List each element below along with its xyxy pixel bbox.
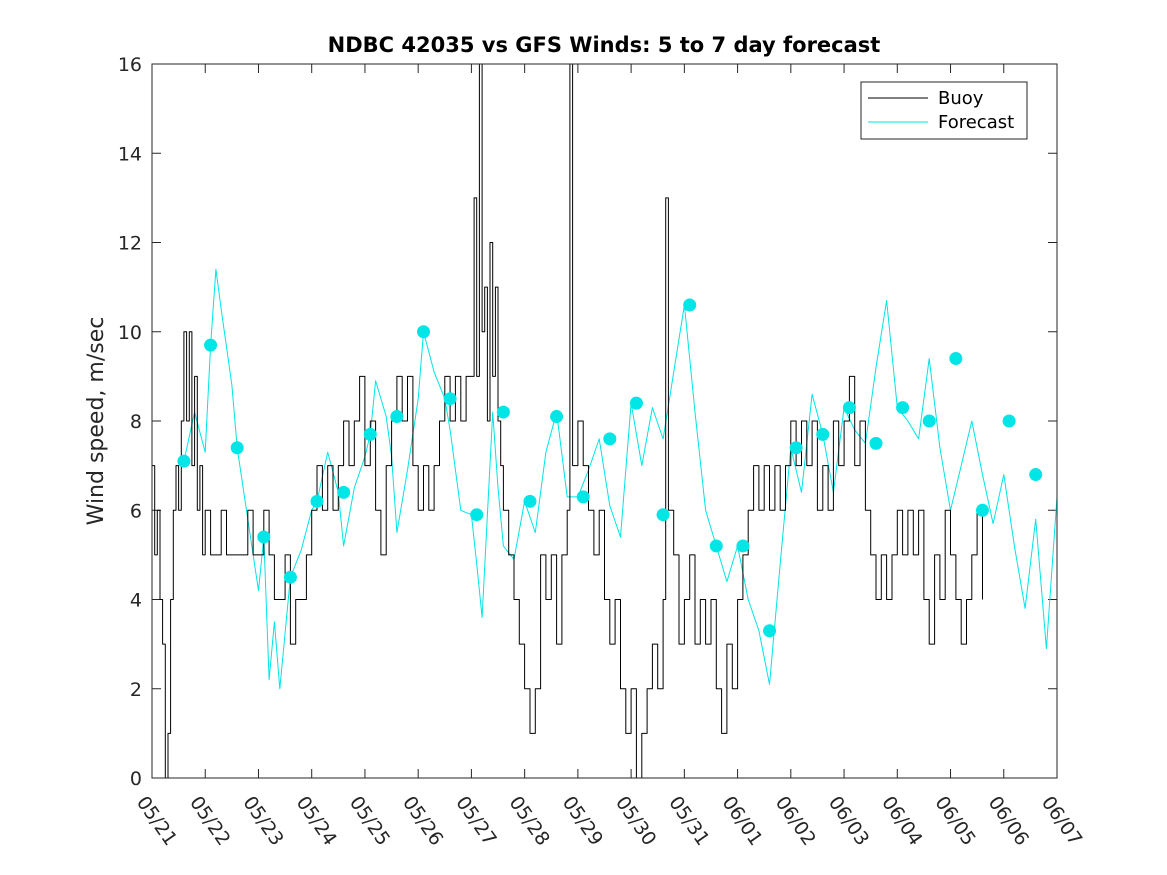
forecast-point bbox=[763, 624, 777, 638]
y-tick-label: 12 bbox=[118, 233, 142, 255]
y-tick-label: 14 bbox=[118, 143, 142, 165]
legend-buoy-label: Buoy bbox=[938, 88, 984, 109]
y-axis-label: Wind speed, m/sec bbox=[84, 317, 109, 526]
forecast-point bbox=[230, 441, 244, 455]
forecast-point bbox=[550, 410, 564, 424]
plot-frame bbox=[151, 63, 1058, 779]
forecast-point bbox=[337, 485, 351, 499]
forecast-point bbox=[363, 427, 377, 441]
forecast-point bbox=[816, 427, 830, 441]
forecast-line bbox=[183, 268, 1058, 690]
y-tick-label: 6 bbox=[130, 500, 142, 522]
forecast-point bbox=[523, 494, 537, 508]
y-tick-labels: 0 2 4 6 8 10 12 14 16 bbox=[118, 54, 142, 790]
legend: Buoy Forecast bbox=[860, 81, 1028, 140]
forecast-point bbox=[1029, 468, 1043, 482]
legend-forecast-label: Forecast bbox=[938, 112, 1014, 133]
forecast-point bbox=[283, 570, 297, 584]
forecast-point bbox=[470, 508, 484, 522]
y-tick-label: 16 bbox=[118, 54, 142, 76]
legend-box bbox=[860, 81, 1028, 140]
forecast-point bbox=[842, 401, 856, 415]
y-tick-label: 10 bbox=[118, 322, 142, 344]
forecast-point bbox=[789, 441, 803, 455]
forecast-point bbox=[257, 530, 271, 544]
buoy-line bbox=[152, 63, 983, 779]
y-tick-label: 2 bbox=[130, 679, 142, 701]
forecast-point bbox=[496, 405, 510, 419]
forecast-point bbox=[177, 454, 191, 468]
forecast-point bbox=[310, 494, 324, 508]
plot-area bbox=[152, 64, 1057, 778]
series-layer bbox=[152, 63, 1058, 779]
forecast-point bbox=[1002, 414, 1016, 428]
forecast-point bbox=[656, 508, 670, 522]
y-tick-label: 4 bbox=[130, 590, 142, 612]
forecast-point bbox=[443, 392, 457, 406]
forecast-point bbox=[736, 539, 750, 553]
forecast-point bbox=[204, 338, 218, 352]
forecast-point bbox=[896, 401, 910, 415]
forecast-point bbox=[975, 503, 989, 517]
forecast-point bbox=[922, 414, 936, 428]
forecast-point bbox=[576, 490, 590, 504]
forecast-point bbox=[390, 410, 404, 424]
forecast-point bbox=[949, 352, 963, 366]
chart-title: NDBC 42035 vs GFS Winds: 5 to 7 day fore… bbox=[328, 33, 881, 57]
forecast-markers bbox=[177, 298, 1043, 638]
y-tick-label: 0 bbox=[130, 768, 142, 790]
forecast-point bbox=[603, 432, 617, 446]
forecast-point bbox=[629, 396, 643, 410]
forecast-point bbox=[709, 539, 723, 553]
forecast-point bbox=[683, 298, 697, 312]
forecast-point bbox=[417, 325, 430, 339]
forecast-point bbox=[869, 436, 883, 450]
y-tick-label: 8 bbox=[130, 411, 142, 433]
